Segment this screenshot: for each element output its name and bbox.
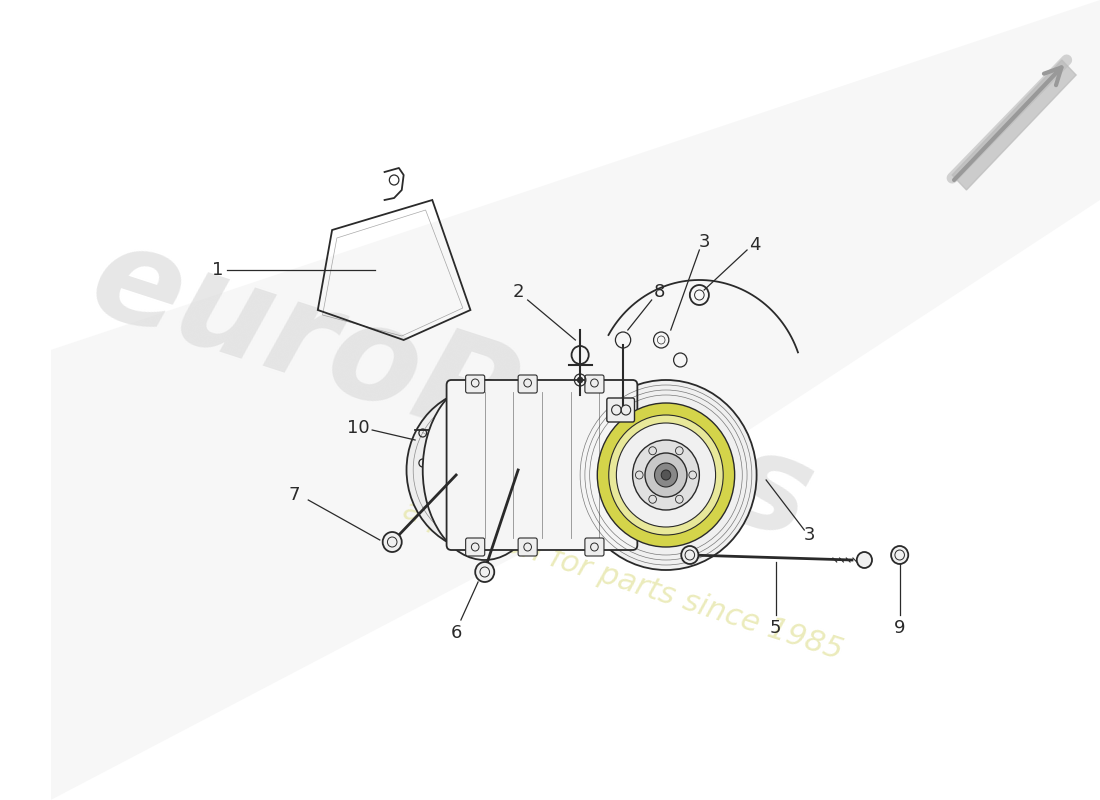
Circle shape — [681, 546, 698, 564]
FancyBboxPatch shape — [607, 398, 635, 422]
Circle shape — [636, 471, 644, 479]
Circle shape — [475, 562, 494, 582]
Circle shape — [649, 446, 657, 454]
Circle shape — [649, 495, 657, 503]
FancyBboxPatch shape — [585, 538, 604, 556]
Text: 2: 2 — [513, 283, 524, 301]
FancyBboxPatch shape — [447, 380, 637, 550]
Circle shape — [578, 377, 583, 383]
Text: a passion for parts since 1985: a passion for parts since 1985 — [399, 495, 847, 665]
Text: 1: 1 — [212, 261, 223, 279]
Text: 9: 9 — [894, 619, 905, 637]
Polygon shape — [51, 0, 1100, 800]
Circle shape — [597, 403, 735, 547]
FancyBboxPatch shape — [518, 375, 537, 393]
Circle shape — [632, 440, 700, 510]
Text: 3: 3 — [803, 526, 815, 544]
Polygon shape — [953, 60, 1076, 190]
Circle shape — [891, 546, 909, 564]
Text: 10: 10 — [346, 419, 370, 437]
Text: 6: 6 — [450, 624, 462, 642]
FancyBboxPatch shape — [585, 375, 604, 393]
Circle shape — [608, 415, 723, 535]
Circle shape — [689, 471, 696, 479]
Circle shape — [675, 495, 683, 503]
Circle shape — [857, 552, 872, 568]
Circle shape — [407, 388, 563, 552]
Text: 8: 8 — [653, 283, 666, 301]
Text: euroPares: euroPares — [75, 214, 827, 566]
Circle shape — [383, 532, 402, 552]
Circle shape — [645, 453, 688, 497]
Circle shape — [616, 423, 716, 527]
Circle shape — [654, 463, 678, 487]
Text: 4: 4 — [749, 236, 760, 254]
FancyBboxPatch shape — [465, 538, 485, 556]
Circle shape — [575, 380, 757, 570]
Circle shape — [661, 470, 671, 480]
Text: 5: 5 — [770, 619, 781, 637]
Text: 3: 3 — [698, 233, 710, 251]
Text: 7: 7 — [288, 486, 299, 504]
Ellipse shape — [422, 380, 547, 560]
Circle shape — [675, 446, 683, 454]
FancyBboxPatch shape — [465, 375, 485, 393]
FancyBboxPatch shape — [518, 538, 537, 556]
